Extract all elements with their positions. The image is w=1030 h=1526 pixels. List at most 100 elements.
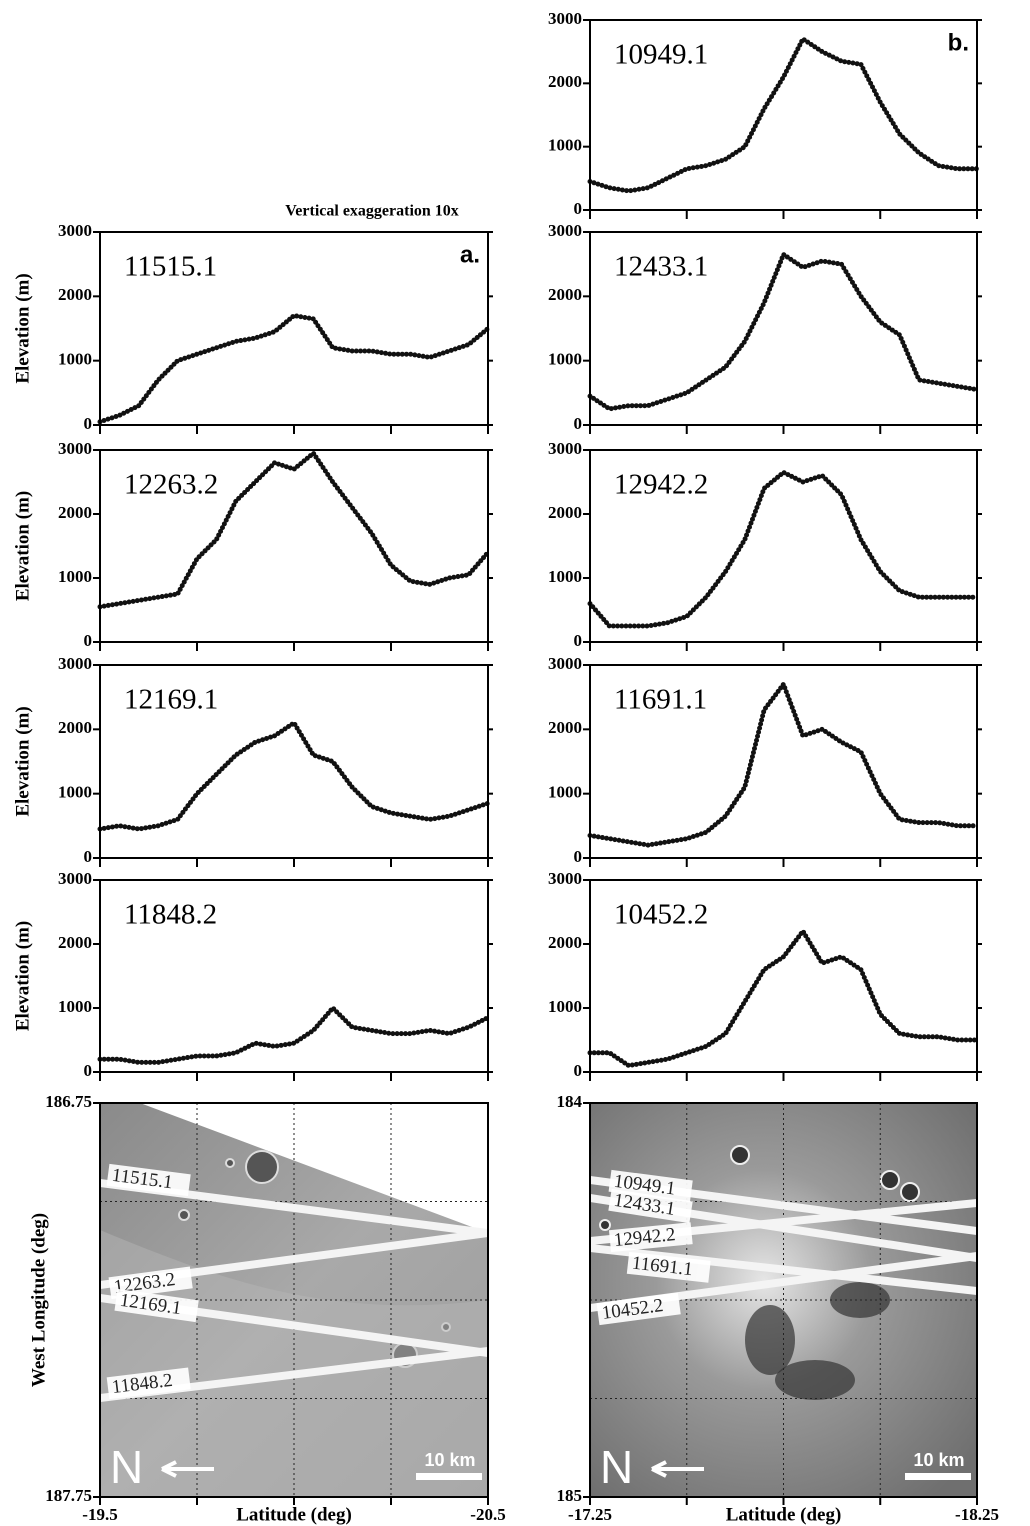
y-tick-label: 0: [574, 1061, 583, 1080]
y-axis-label: Elevation (m): [12, 273, 33, 383]
y-tick-label: 1000: [58, 567, 92, 586]
track-label-box: [608, 1222, 693, 1253]
track-label: 11848.2: [106, 1367, 191, 1400]
scale-label: 10 km: [913, 1450, 964, 1470]
y-tick-label: 2000: [58, 933, 92, 952]
y-tick-label: 2000: [548, 72, 582, 91]
y-tick-label: 3000: [58, 654, 92, 673]
track-label: 12942.2: [608, 1222, 693, 1253]
north-label: N: [600, 1441, 633, 1493]
north-arrow: [651, 1460, 704, 1478]
y-tick-label: 2000: [548, 285, 582, 304]
y-axis-label: West Longitude (deg): [28, 1213, 49, 1387]
y-tick-label: 3000: [548, 221, 582, 240]
annotation: Vertical exaggeration 10x: [285, 203, 459, 220]
profile-line: [587, 928, 980, 1069]
track-label: 11691.1: [626, 1251, 711, 1283]
y-tick-label: 3000: [58, 221, 92, 240]
profile-line: [97, 720, 491, 832]
x-tick-label: -20.5: [470, 1505, 505, 1524]
y-tick-label: 0: [84, 631, 93, 650]
profile-title: 11848.2: [124, 899, 217, 931]
north-arrow: [161, 1460, 214, 1478]
crater: [900, 1182, 920, 1202]
shadow: [775, 1360, 855, 1400]
profile-title: 12169.1: [124, 684, 218, 716]
y-tick-label: 1000: [548, 350, 582, 369]
scale-label: 10 km: [424, 1450, 475, 1470]
y-tick-label: 2000: [58, 503, 92, 522]
x-axis-label: Latitude (deg): [726, 1504, 842, 1525]
profile-title: 12263.2: [124, 469, 218, 501]
y-tick-label: 2000: [58, 285, 92, 304]
profile-line: [587, 36, 980, 194]
y-tick-label: 184: [557, 1092, 583, 1111]
x-tick-label: -17.25: [568, 1505, 612, 1524]
profile-line: [587, 681, 980, 848]
y-tick-label: 3000: [58, 439, 92, 458]
y-tick-label: 1000: [548, 783, 582, 802]
crater: [730, 1145, 750, 1165]
y-axis-label: Elevation (m): [12, 491, 33, 601]
y-tick-label: 0: [84, 847, 93, 866]
track-label-box: [106, 1367, 191, 1400]
panel-label: b.: [948, 29, 969, 56]
map-blank: [140, 1103, 488, 1233]
crater: [225, 1158, 235, 1168]
track-label-box: [106, 1163, 191, 1197]
y-tick-label: 0: [574, 199, 583, 218]
x-tick-label: -18.25: [955, 1505, 999, 1524]
y-tick-label: 3000: [548, 654, 582, 673]
north-label: N: [110, 1441, 143, 1493]
y-axis-label: Elevation (m): [12, 921, 33, 1031]
y-tick-label: 1000: [548, 567, 582, 586]
x-tick-label: -19.5: [82, 1505, 117, 1524]
profile-title: 11691.1: [614, 684, 707, 716]
track-label-box: [626, 1251, 711, 1283]
crater: [178, 1209, 190, 1221]
y-tick-label: 3000: [548, 439, 582, 458]
y-tick-label: 185: [557, 1486, 583, 1505]
crater: [880, 1170, 900, 1190]
y-tick-label: 0: [84, 414, 93, 433]
profile-line: [587, 252, 980, 412]
scale-bar: [416, 1473, 482, 1480]
y-tick-label: 2000: [58, 718, 92, 737]
y-tick-label: 2000: [548, 718, 582, 737]
track-label-box: [608, 1188, 693, 1224]
profile-line: [97, 450, 491, 610]
crater: [441, 1322, 451, 1332]
y-tick-label: 186.75: [45, 1092, 92, 1111]
y-tick-label: 3000: [548, 9, 582, 28]
profile-title: 12942.2: [614, 469, 708, 501]
y-axis-label: Elevation (m): [12, 706, 33, 816]
x-axis-label: Latitude (deg): [236, 1504, 352, 1525]
y-tick-label: 3000: [548, 869, 582, 888]
profile-line: [97, 1005, 491, 1065]
track-label-box: [114, 1288, 199, 1323]
y-tick-label: 0: [574, 847, 583, 866]
y-tick-label: 1000: [58, 783, 92, 802]
profile-title: 12433.1: [614, 251, 708, 283]
panel-label: a.: [460, 241, 480, 268]
track-label: 12169.1: [114, 1288, 199, 1323]
shadow: [745, 1305, 795, 1375]
profile-title: 10452.2: [614, 899, 708, 931]
track-label-box: [596, 1292, 681, 1326]
y-tick-label: 3000: [58, 869, 92, 888]
scale-bar: [905, 1473, 971, 1480]
y-tick-label: 2000: [548, 933, 582, 952]
y-tick-label: 187.75: [45, 1486, 92, 1505]
y-tick-label: 1000: [548, 136, 582, 155]
profile-line: [587, 469, 980, 629]
profile-line: [97, 313, 491, 425]
y-tick-label: 2000: [548, 503, 582, 522]
crater: [245, 1150, 279, 1184]
profile-title: 10949.1: [614, 39, 708, 71]
y-tick-label: 1000: [58, 997, 92, 1016]
profile-title: 11515.1: [124, 251, 217, 283]
y-tick-label: 1000: [58, 350, 92, 369]
